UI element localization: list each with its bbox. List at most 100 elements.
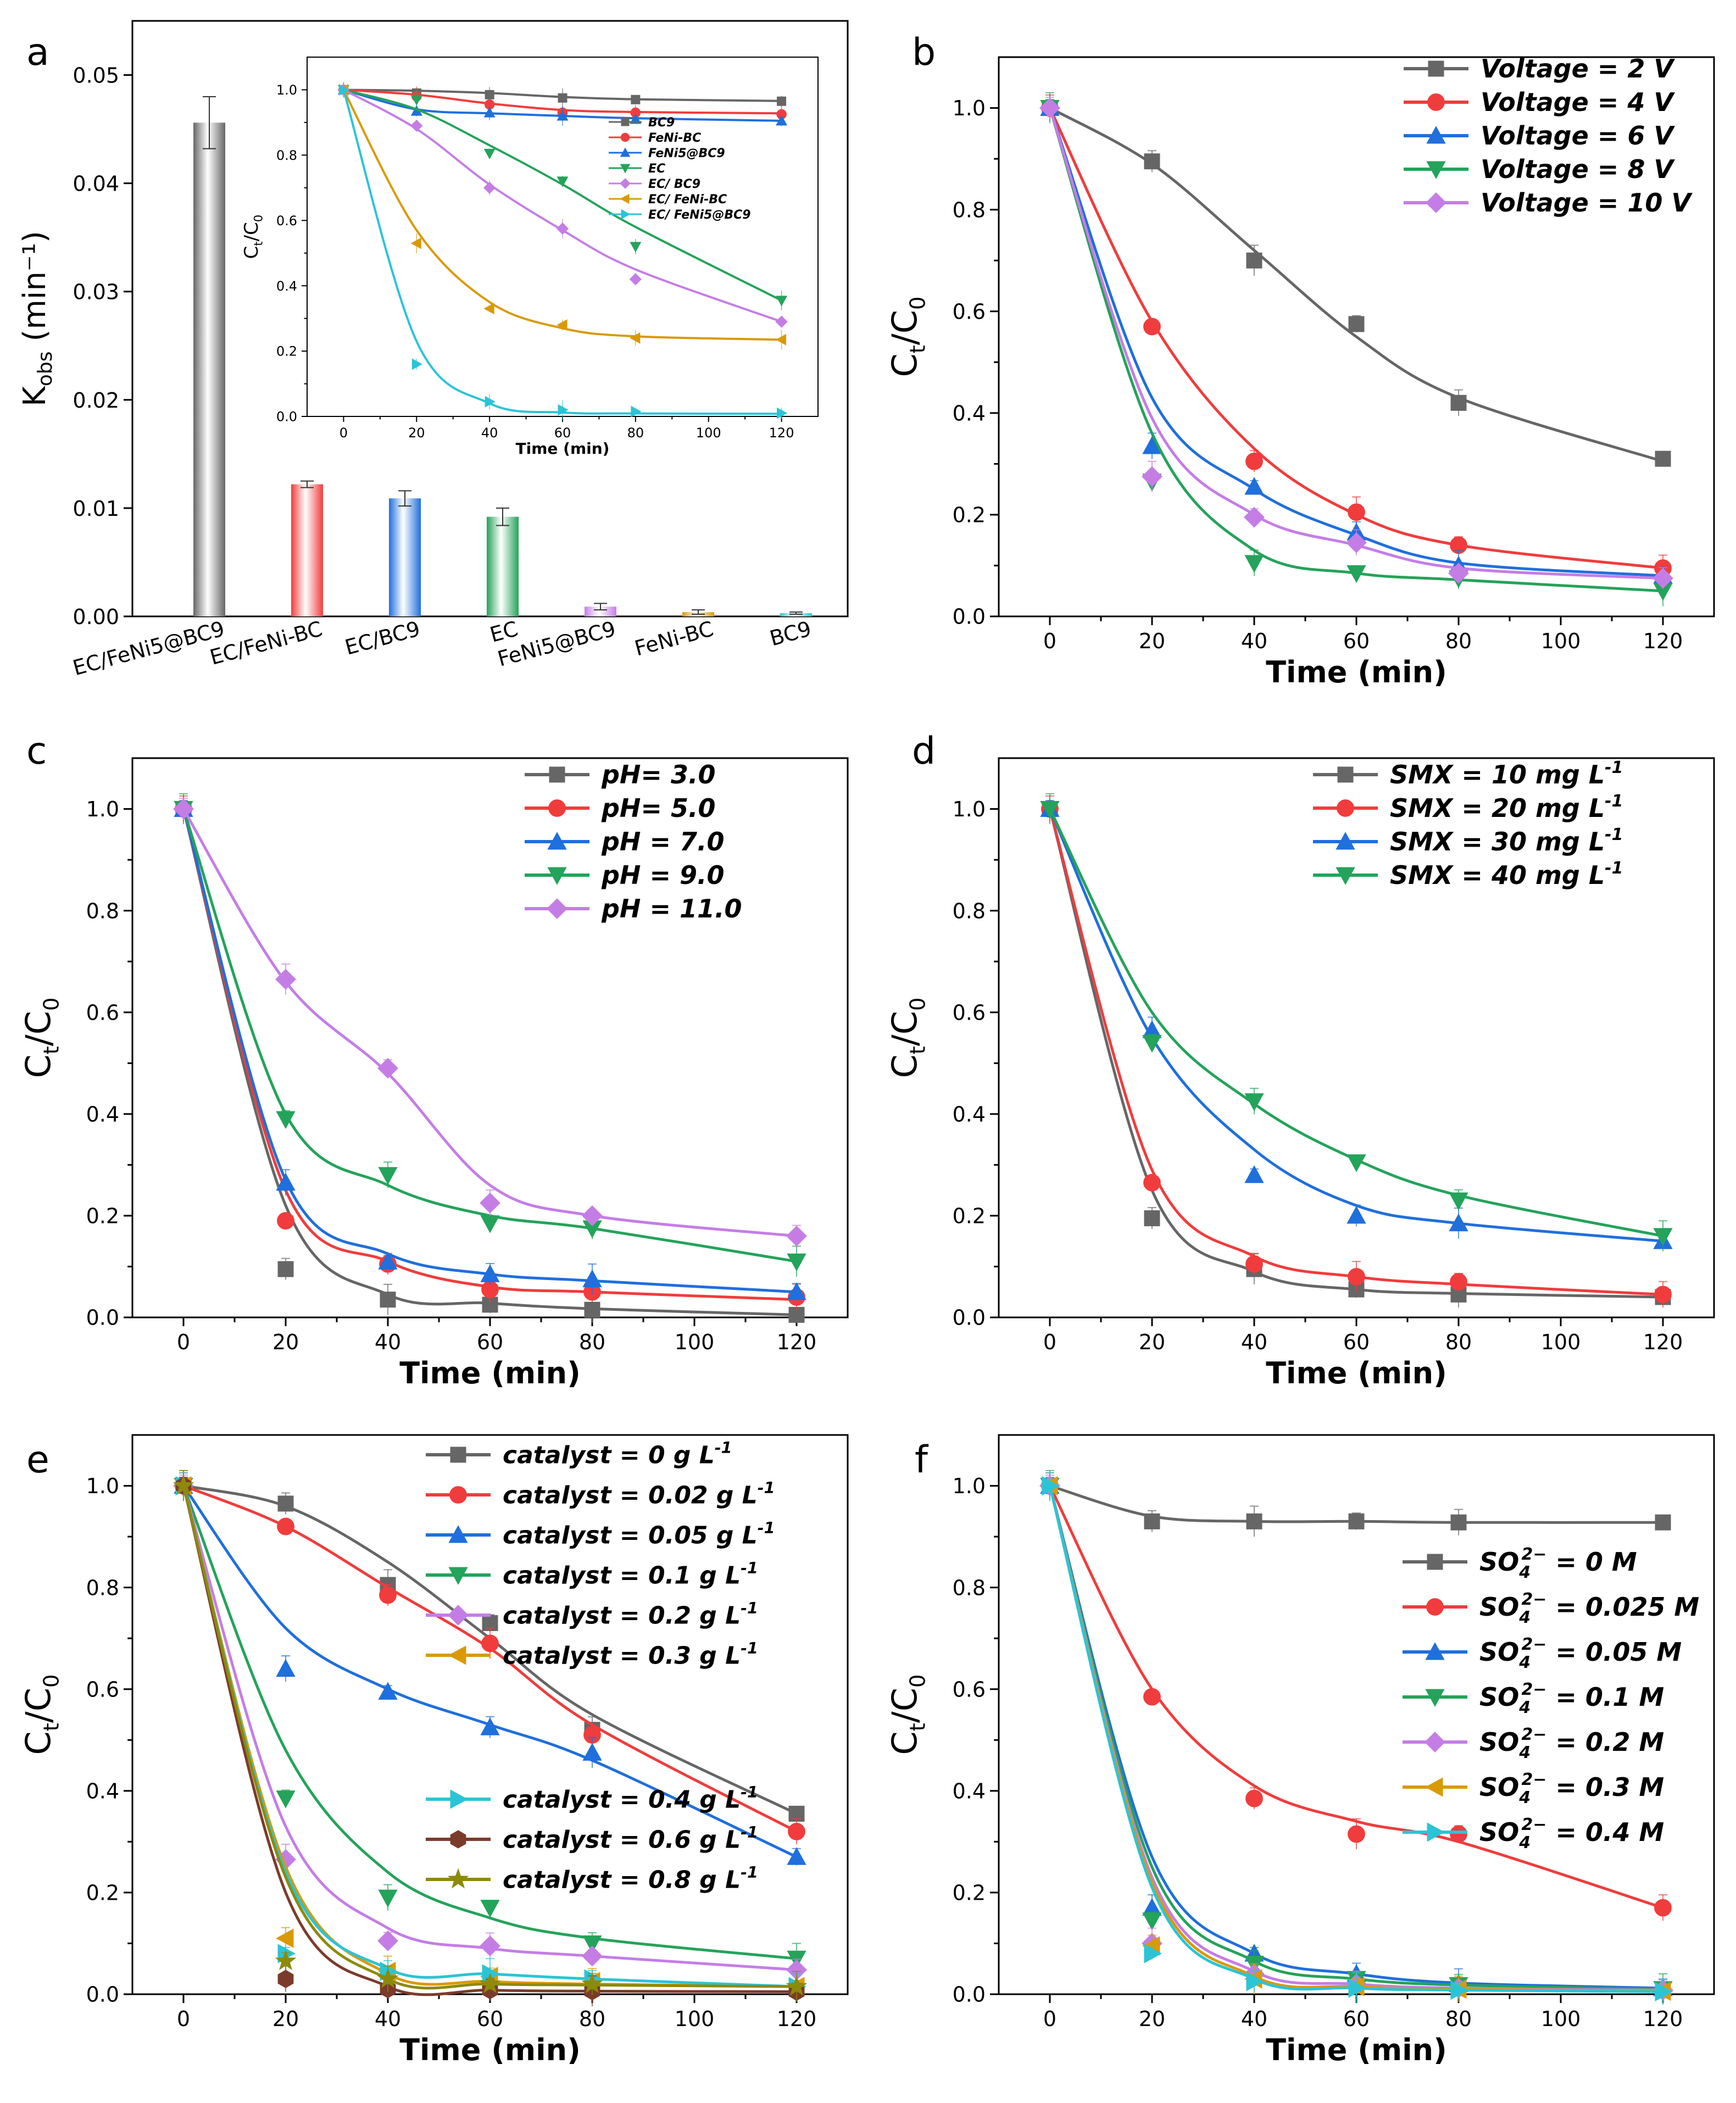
y-axis-label-sub-0: 0 [40,997,64,1010]
legend-ion: SO [1479,1592,1519,1622]
legend-marker [1425,1777,1443,1797]
x-tick-label: 120 [1643,629,1683,653]
x-tick-label: 40 [481,425,498,441]
data-point [1346,1206,1366,1224]
y-axis-label-sub-0: 0 [906,1674,931,1687]
fit-curve [1048,1485,1663,1910]
legend-unit-sup: -1 [741,1863,758,1882]
y-tick-label: 0.0 [953,1306,986,1330]
series-4 [1039,97,1673,589]
legend-label: Voltage = 6 V [1481,121,1675,151]
inset-legend-marker [620,193,630,204]
data-point [1346,565,1366,583]
data-point [481,1634,499,1653]
inset-data-point [776,296,788,307]
y-tick-label: 0.8 [953,198,986,222]
inset-data-point [776,115,788,126]
legend-ion-sup: 2− [1521,1545,1546,1564]
x-tick-label: 100 [675,1330,715,1354]
x-tick-label: 20 [1139,629,1165,653]
legend-unit-sup: -1 [741,1599,758,1617]
y-axis-label-sub-0: 0 [906,997,931,1010]
bar [487,516,519,616]
data-point [582,1945,603,1967]
fit-curve [1048,808,1663,1243]
data-point [581,1973,603,1994]
y-tick-label: 1.0 [953,1474,986,1498]
legend-ion-sup: 2− [1521,1680,1546,1699]
legend-rest: = 0.3 M [1546,1772,1664,1802]
x-tick-label: 20 [272,1330,299,1354]
legend-rest: = 0.4 M [1546,1817,1664,1847]
bar [193,123,225,617]
legend-marker [1427,1822,1445,1842]
y-tick-label: 0.6 [953,1000,986,1025]
x-tick-label: 0 [1043,1330,1056,1354]
y-axis-label-slash: /C [884,310,925,345]
fit-curve [182,1485,797,1990]
fit-curve [182,1485,797,1996]
series-0 [1042,1478,1671,1537]
x-axis-label: Time (min) [1266,2033,1447,2067]
x-tick-label: 40 [1241,2007,1267,2031]
legend-main: catalyst = 0.4 g L [503,1785,741,1813]
data-point [1450,394,1467,411]
legend-marker [1425,1689,1445,1707]
x-tick-label: 60 [477,2007,503,2031]
y-tick-label: 0.8 [86,899,119,923]
data-point [173,1475,194,1495]
legend-label: catalyst = 0.3 g L-1 [503,1639,758,1670]
y-tick-label: 0.8 [953,899,986,923]
series-6 [1042,1472,1673,2005]
legend-rest: = 0.05 M [1546,1637,1682,1667]
data-point [1142,1912,1162,1930]
inset-fit-curve [342,89,782,415]
legend-marker [1336,832,1355,850]
legend-label: SO42− = 0.1 M [1479,1680,1664,1717]
y-tick-label: 0.6 [86,1677,119,1701]
data-point [1655,1982,1673,2002]
x-tick-label: 40 [1241,629,1267,653]
legend-marker [1427,1554,1443,1570]
legend-ion-sup: 2− [1521,1590,1546,1609]
x-tick-label: 0 [177,1330,190,1354]
y-axis-label-c: C [241,246,263,259]
fit-curve [182,808,797,1301]
panel-label: f [915,1438,929,1482]
legend-marker [548,799,566,817]
data-point [1652,568,1673,589]
legend-marker [547,832,567,850]
y-tick-label: 0.01 [73,497,119,521]
data-point [1450,1273,1467,1291]
legend-unit-sup: -1 [1605,792,1623,811]
data-point [480,1935,500,1956]
legend-ion: SO [1479,1637,1519,1667]
legend-marker [1426,126,1446,144]
legend-marker [1336,867,1355,885]
y-tick-label: 0.4 [953,1102,986,1126]
y-tick-label: 0.2 [953,503,986,527]
legend-ion-sub: 4 [1518,1788,1531,1807]
x-tick-label: 0 [340,425,348,441]
data-point [1450,1980,1468,2000]
y-tick-label: 0.0 [953,605,986,629]
inset-y-axis-label: Ct/C0 [241,215,265,259]
legend-label: pH = 9.0 [601,860,725,890]
x-tick-label: 60 [477,1330,503,1354]
series-2 [1040,799,1673,1250]
data-point [276,1111,296,1129]
y-tick-label: 0.8 [276,148,297,163]
y-tick-label: 1.0 [86,797,119,821]
legend-rest: = 0.2 M [1546,1727,1664,1757]
data-point [1144,153,1160,170]
y-tick-label: 0.0 [86,1983,119,2007]
x-tick-label: 80 [1445,629,1472,653]
x-tick-label: 40 [1241,1330,1267,1354]
legend-label: catalyst = 0.8 g L-1 [503,1863,758,1894]
legend-marker [1425,1642,1445,1660]
data-point [1144,1210,1160,1227]
legend-label: SO42− = 0.3 M [1479,1770,1664,1807]
x-tick-label: 60 [1343,1330,1370,1354]
series-0 [1042,100,1671,467]
